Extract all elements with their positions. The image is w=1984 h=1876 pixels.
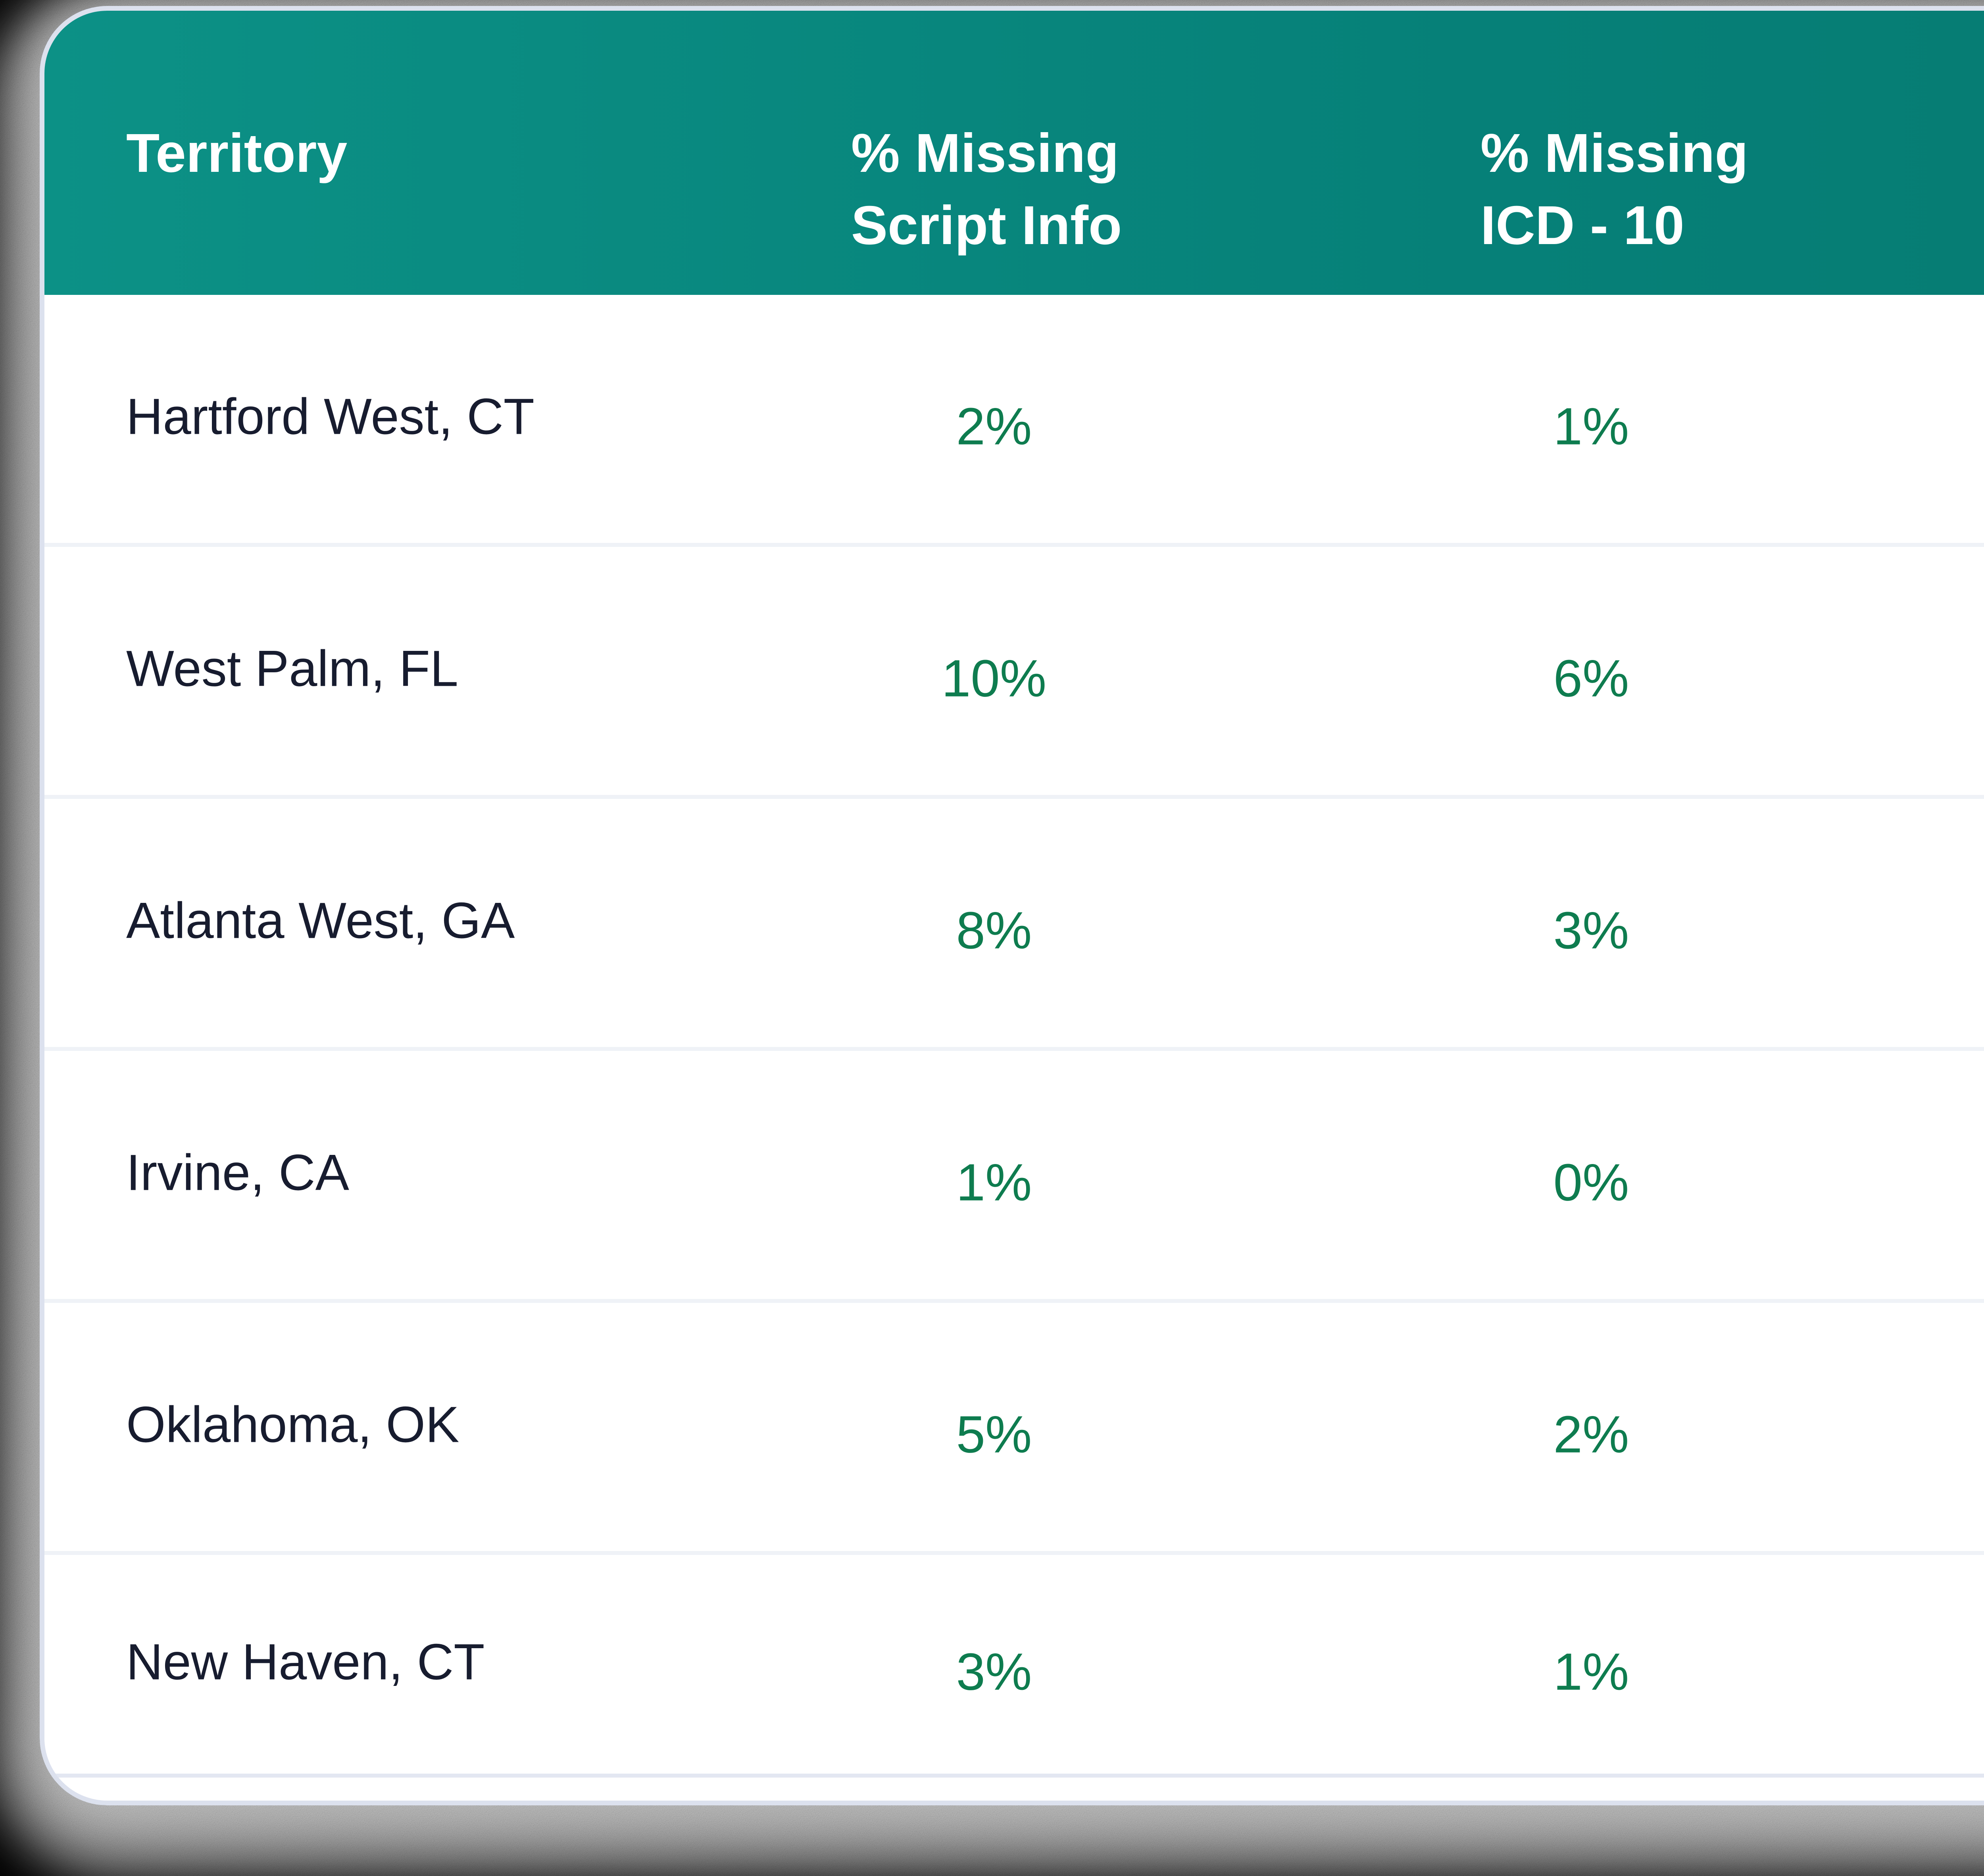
territory-cell: New Haven, CT xyxy=(126,1634,485,1691)
table-header-row: Territory % Missing Script Info % Missin… xyxy=(44,11,1984,295)
column-header-missing-script-info: % Missing Script Info xyxy=(851,123,1122,256)
missing-script-info-value: 2% xyxy=(956,397,1032,456)
column-header-missing-icd10: % Missing ICD - 10 xyxy=(1480,123,1748,256)
missing-icd10-value: 2% xyxy=(1553,1405,1629,1464)
table-row: Irvine, CA1%0%1% xyxy=(44,1051,1984,1303)
missing-icd10-value: 3% xyxy=(1553,901,1629,960)
missing-script-info-value: 1% xyxy=(956,1153,1032,1212)
report-card: Territory % Missing Script Info % Missin… xyxy=(40,6,1984,1805)
table-row: Atlanta West, GA8%3%5% xyxy=(44,799,1984,1051)
missing-icd10-value: 1% xyxy=(1553,1642,1629,1701)
missing-icd10-value: 1% xyxy=(1553,397,1629,456)
territory-cell: Hartford West, CT xyxy=(126,388,534,445)
table-row: Hartford West, CT2%1%1% xyxy=(44,295,1984,547)
table-body: Hartford West, CT 2% 1% 1% West Palm, FL 10% 6… xyxy=(44,295,1984,1778)
missing-icd10-value: 6% xyxy=(1553,649,1629,708)
territory-cell: West Palm, FL xyxy=(126,640,458,697)
missing-script-info-value: 8% xyxy=(956,901,1032,960)
table-row: Oklahoma, OK5%2%3% xyxy=(44,1303,1984,1555)
missing-icd10-value: 0% xyxy=(1553,1153,1629,1212)
territory-cell: Irvine, CA xyxy=(126,1144,349,1201)
territory-cell: Oklahoma, OK xyxy=(126,1396,459,1453)
territory-cell: Atlanta West, GA xyxy=(126,892,515,949)
missing-script-info-value: 5% xyxy=(956,1405,1032,1464)
column-header-territory: Territory xyxy=(126,123,348,184)
table-row: New Haven, CT3%1%2% xyxy=(44,1555,1984,1778)
missing-script-info-value: 10% xyxy=(941,649,1047,708)
missing-script-info-value: 3% xyxy=(956,1642,1032,1701)
